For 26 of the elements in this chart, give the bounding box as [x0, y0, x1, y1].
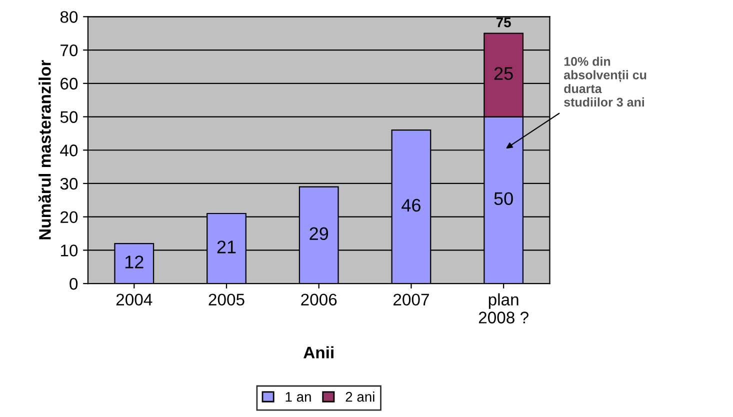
- x-tick-label: 2004: [116, 294, 152, 306]
- data-label: 50: [494, 192, 513, 206]
- data-label: 46: [402, 198, 420, 212]
- y-tick-label: 0: [70, 278, 78, 290]
- x-tick-label: plan 2008 ?: [478, 293, 528, 324]
- y-tick-label: 60: [60, 78, 78, 90]
- x-tick-label: 2005: [208, 294, 244, 306]
- y-tick-label: 30: [60, 178, 78, 190]
- legend-label: 2 ani: [346, 392, 374, 402]
- data-label: 21: [217, 240, 236, 254]
- data-label: 29: [310, 227, 328, 240]
- data-label: 12: [125, 256, 144, 268]
- x-tick-label: 2006: [301, 294, 337, 306]
- y-tick-label: 20: [60, 211, 78, 224]
- x-axis-title: Anii: [304, 346, 334, 358]
- y-tick-label: 50: [60, 111, 78, 123]
- text: 10% din absolvenții cu duarta studiilor 3 ani: [564, 56, 646, 107]
- legend-label: 1 an: [286, 392, 311, 402]
- total-label: 75: [496, 18, 511, 28]
- y-tick-label: 40: [60, 144, 78, 156]
- data-label: 25: [494, 67, 513, 80]
- y-tick-label: 80: [60, 11, 78, 23]
- y-tick-label: 10: [60, 244, 78, 256]
- y-axis-title: Numărul masteranzilor: [38, 60, 51, 240]
- y-tick-label: 70: [60, 44, 78, 56]
- x-tick-label: 2007: [394, 294, 429, 306]
